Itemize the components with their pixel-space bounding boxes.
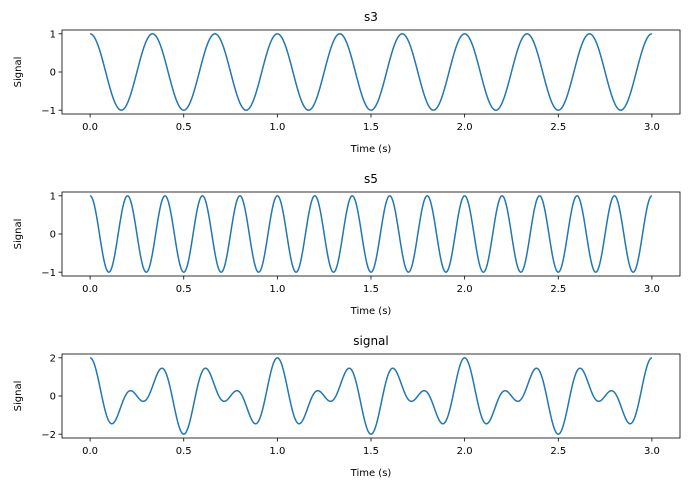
x-tick-label: 0.0 <box>82 284 98 295</box>
x-tick-label: 3.0 <box>644 446 660 457</box>
x-tick-label: 0.0 <box>82 122 98 133</box>
x-tick-label: 0.5 <box>176 446 192 457</box>
y-tick-label: 1 <box>50 29 56 40</box>
x-tick-label: 2.0 <box>457 122 473 133</box>
x-tick-label: 3.0 <box>644 122 660 133</box>
axes-frame <box>61 353 681 439</box>
x-tick-label: 2.5 <box>550 446 566 457</box>
series-line-signal-0 <box>89 357 653 435</box>
x-tick-label: 0.5 <box>176 284 192 295</box>
x-tick-label: 1.5 <box>363 122 379 133</box>
y-tick-label: −1 <box>41 268 56 279</box>
x-tick-label: 0.5 <box>176 122 192 133</box>
x-axis-label: Time (s) <box>350 144 392 155</box>
y-tick-label: 2 <box>50 353 56 364</box>
chart-title: signal <box>353 334 389 348</box>
x-tick-label: 2.5 <box>550 122 566 133</box>
x-tick-label: 0.0 <box>82 446 98 457</box>
x-axis-label: Time (s) <box>350 306 392 317</box>
y-tick-label: 1 <box>50 191 56 202</box>
x-tick-label: 2.5 <box>550 284 566 295</box>
y-tick-label: −1 <box>41 106 56 117</box>
chart-title: s5 <box>364 172 378 186</box>
x-tick-label: 1.0 <box>269 122 285 133</box>
x-tick-label: 2.0 <box>457 284 473 295</box>
y-axis-label: Signal <box>13 219 24 250</box>
y-tick-label: 0 <box>50 230 56 241</box>
x-tick-label: 2.0 <box>457 446 473 457</box>
y-tick-label: −2 <box>41 430 56 441</box>
x-tick-label: 3.0 <box>644 284 660 295</box>
axes-frame <box>61 29 681 115</box>
y-tick-label: 0 <box>50 68 56 79</box>
series-line-s3-0 <box>89 33 653 111</box>
chart-panel-s3: 0.0 0.5 1.0 1.5 2.0 2.5 3.0 −1 0 1 s3 Time (s) Signa… <box>13 10 681 155</box>
chart-title: s3 <box>364 10 378 24</box>
y-tick-label: 0 <box>50 392 56 403</box>
x-tick-label: 1.5 <box>363 284 379 295</box>
x-tick-label: 1.5 <box>363 446 379 457</box>
x-axis-label: Time (s) <box>350 468 392 479</box>
chart-panel-signal: 0.0 0.5 1.0 1.5 2.0 2.5 3.0 −2 0 2 signal Time (s) S… <box>13 334 681 479</box>
x-tick-label: 1.0 <box>269 446 285 457</box>
chart-panel-s5: 0.0 0.5 1.0 1.5 2.0 2.5 3.0 −1 0 1 s5 Time (s) Signa… <box>13 172 681 317</box>
series-line-s5-0 <box>89 195 653 273</box>
y-axis-label: Signal <box>13 381 24 412</box>
y-axis-label: Signal <box>13 57 24 88</box>
axes-frame <box>61 191 681 277</box>
x-tick-label: 1.0 <box>269 284 285 295</box>
